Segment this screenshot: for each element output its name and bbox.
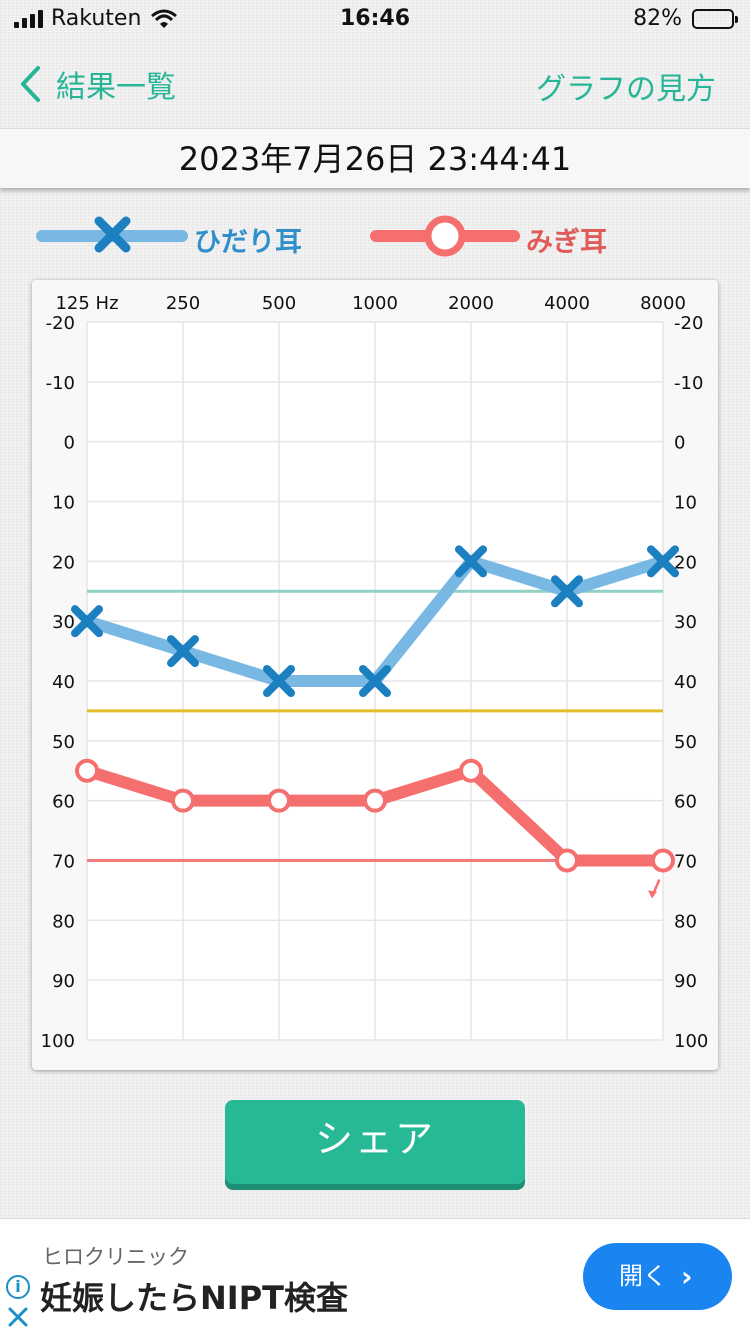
y-tick-label-left: 40: [52, 672, 75, 693]
ad-banner[interactable]: ヒロクリニック 妊娠したらNIPT検査 開く › i: [0, 1218, 750, 1334]
y-tick-label-left: 30: [52, 612, 75, 633]
ad-advertiser: ヒロクリニック: [42, 1245, 189, 1269]
y-tick-label-right: 80: [674, 911, 697, 932]
battery-icon: [692, 8, 738, 29]
y-tick-label-left: 20: [52, 552, 75, 573]
nav-bar: 結果一覧 グラフの見方: [0, 48, 750, 120]
y-tick-label-left: 90: [52, 971, 75, 992]
wifi-icon: [151, 9, 178, 28]
y-tick-label-right: -10: [674, 373, 703, 394]
chevron-right-icon: ›: [681, 1260, 693, 1293]
x-tick-label: 500: [262, 293, 296, 314]
y-tick-label-right: 90: [674, 971, 697, 992]
y-tick-label-right: 70: [674, 852, 697, 873]
data-point-o: [459, 758, 483, 783]
carrier-name: Rakuten: [51, 6, 142, 31]
ad-headline[interactable]: 妊娠したらNIPT検査: [40, 1279, 348, 1317]
y-tick-label-left: 70: [52, 852, 75, 873]
chevron-left-icon: [21, 66, 40, 102]
y-tick-label-left: 100: [41, 1031, 75, 1052]
audiogram-chart: 125 Hz 250 500 1000 2000 4000 8000 -20 -20 -10 -10…: [32, 280, 718, 1070]
y-tick-label-left: 10: [52, 493, 75, 514]
x-tick-label: 1000: [352, 293, 398, 314]
ad-open-button[interactable]: 開く ›: [583, 1243, 732, 1310]
graph-help-link[interactable]: グラフの見方: [536, 72, 716, 107]
data-point-x: [359, 665, 391, 697]
y-tick-label-right: 10: [674, 493, 697, 514]
y-tick-label-right: 100: [674, 1031, 708, 1052]
data-point-o: [171, 788, 195, 813]
legend-left-x-icon: [94, 216, 131, 253]
status-left: Rakuten: [14, 6, 178, 31]
battery-percent: 82%: [633, 6, 682, 31]
back-button[interactable]: 結果一覧: [18, 62, 176, 106]
status-right: 82%: [633, 6, 738, 31]
y-tick-label-left: -10: [46, 373, 75, 394]
x-tick-label: 2000: [448, 293, 494, 314]
y-tick-label-left: -20: [46, 313, 75, 334]
below-range-arrowhead: [648, 890, 657, 899]
y-tick-label-left: 60: [52, 792, 75, 813]
data-point-x: [647, 545, 679, 578]
y-tick-label-right: -20: [674, 313, 703, 334]
status-bar: Rakuten 16:46 82%: [0, 0, 750, 40]
signal-icon: [14, 9, 43, 28]
x-tick-label: 4000: [544, 293, 590, 314]
y-tick-label-left: 80: [52, 911, 75, 932]
audiogram-svg: 125 Hz 250 500 1000 2000 4000 8000-20 -20-10 -10…: [41, 293, 709, 1052]
y-tick-label-right: 50: [674, 732, 697, 753]
y-tick-label-left: 50: [52, 732, 75, 753]
y-tick-label-right: 0: [674, 433, 685, 454]
share-button[interactable]: シェア: [225, 1100, 525, 1184]
back-button-label: 結果一覧: [56, 70, 176, 105]
ad-close-icon[interactable]: [6, 1305, 30, 1329]
data-point-x: [167, 635, 199, 668]
y-tick-label-right: 30: [674, 612, 697, 633]
x-tick-label: 8000: [640, 293, 686, 314]
legend: ひだり耳 みぎ耳: [0, 210, 750, 264]
legend-right-o-icon: [424, 215, 466, 257]
data-point-o: [267, 788, 291, 813]
x-tick-label: 125 Hz: [55, 293, 118, 314]
y-tick-label-right: 40: [674, 672, 697, 693]
data-point-x: [455, 545, 487, 578]
data-point-o: [555, 848, 579, 873]
data-point-o: [75, 758, 99, 783]
data-point-x: [551, 575, 583, 608]
legend-right-label: みぎ耳: [526, 227, 607, 258]
data-point-x: [71, 605, 103, 638]
y-tick-label-left: 0: [64, 433, 75, 454]
legend-swatches: [36, 215, 520, 257]
y-tick-label-right: 60: [674, 792, 697, 813]
legend-left-label: ひだり耳: [194, 227, 302, 258]
ad-info-icon[interactable]: i: [6, 1275, 30, 1299]
data-point-o: [651, 848, 675, 873]
ad-open-label: 開く: [619, 1262, 667, 1290]
y-tick-label-right: 20: [674, 552, 697, 573]
status-time: 16:46: [339, 6, 411, 31]
data-point-x: [263, 665, 295, 697]
data-point-o: [363, 788, 387, 813]
x-tick-label: 250: [166, 293, 200, 314]
result-date: 2023年7月26日 23:44:41: [0, 128, 750, 188]
